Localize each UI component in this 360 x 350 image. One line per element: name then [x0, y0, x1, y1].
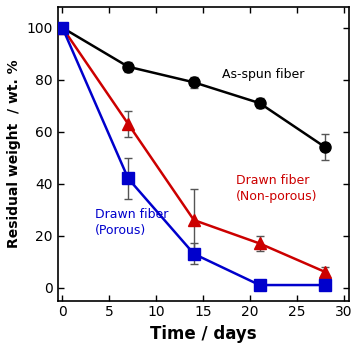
Text: Drawn fiber
(Porous): Drawn fiber (Porous): [95, 208, 169, 237]
Y-axis label: Residual weight  / wt. %: Residual weight / wt. %: [7, 60, 21, 248]
Text: Drawn fiber
(Non-porous): Drawn fiber (Non-porous): [236, 174, 318, 203]
X-axis label: Time / days: Time / days: [150, 325, 257, 343]
Text: As-spun fiber: As-spun fiber: [222, 68, 305, 81]
